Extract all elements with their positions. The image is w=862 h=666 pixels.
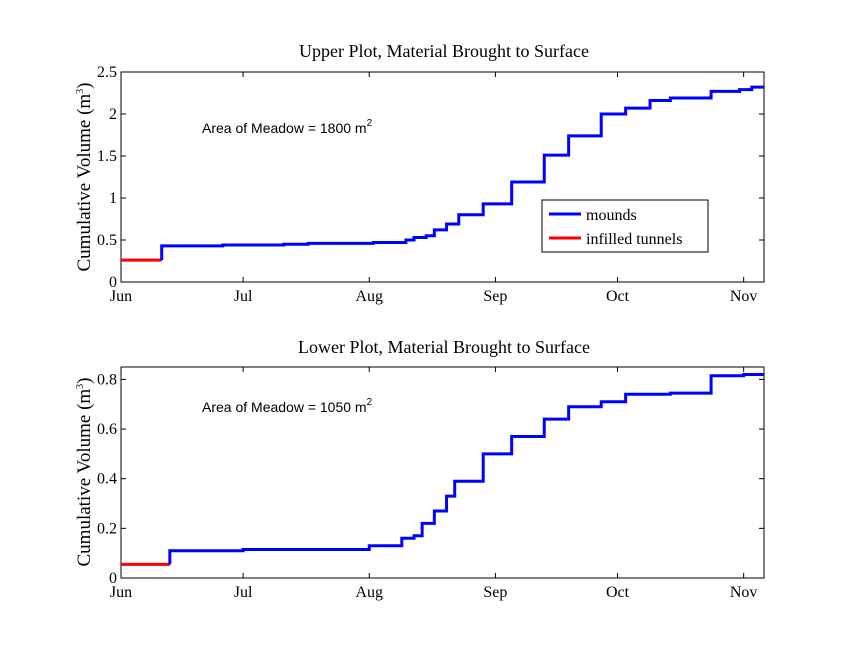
upper-chart-title: Upper Plot, Material Brought to Surface	[299, 41, 589, 61]
upper-ytick-label-5: 2.5	[97, 64, 117, 81]
lower-series-mounds	[168, 372, 764, 565]
upper-ytick-label-3: 1.5	[97, 148, 117, 165]
lower-chart-ylabel: Cumulative Volume (m3)	[74, 377, 95, 566]
upper-series-mounds	[160, 85, 764, 261]
lower-ytick-label-1: 0.2	[97, 520, 117, 537]
lower-chart-annotation: Area of Meadow = 1050 m2	[202, 397, 373, 415]
upper-ytick-label-2: 1	[109, 190, 117, 207]
upper-chart-series	[121, 85, 764, 262]
legend-label-infilled-tunnels: infilled tunnels	[586, 231, 682, 248]
lower-chart-axes-box	[120, 366, 765, 579]
lower-chart-ticks: Jun Jul Aug Sep Oct Nov 0 0.2 0.4 0.6 0.8	[97, 367, 764, 601]
upper-xtick-label-4: Oct	[606, 288, 630, 305]
legend-box	[541, 199, 709, 253]
upper-xtick-label-0: Jun	[110, 288, 132, 305]
lower-chart-title: Lower Plot, Material Brought to Surface	[298, 337, 590, 357]
upper-xtick-label-2: Aug	[355, 288, 383, 305]
lower-xtick-label-2: Aug	[355, 584, 383, 601]
upper-chart-legend: mounds infilled tunnels	[541, 199, 709, 253]
lower-xtick-label-4: Oct	[606, 584, 630, 601]
upper-chart: Upper Plot, Material Brought to Surface …	[74, 41, 765, 305]
lower-xtick-label-0: Jun	[110, 584, 132, 601]
lower-xtick-label-3: Sep	[483, 584, 507, 601]
upper-chart-ylabel: Cumulative Volume (m3)	[74, 82, 95, 271]
upper-xtick-label-3: Sep	[483, 288, 507, 305]
upper-xtick-label-5: Nov	[730, 288, 758, 305]
lower-ytick-label-4: 0.8	[97, 371, 117, 388]
lower-ytick-label-3: 0.6	[97, 421, 117, 438]
upper-ytick-label-4: 2	[109, 106, 117, 123]
upper-chart-annotation: Area of Meadow = 1800 m2	[202, 118, 373, 136]
legend-label-mounds: mounds	[586, 207, 637, 224]
upper-chart-ticks: Jun Jul Aug Sep Oct Nov 0 0.5 1 1.5 2 2.5	[97, 64, 764, 305]
lower-ytick-label-0: 0	[109, 570, 117, 587]
upper-xtick-label-1: Jul	[234, 288, 253, 305]
lower-ytick-label-2: 0.4	[97, 471, 117, 488]
upper-ytick-label-1: 0.5	[97, 232, 117, 249]
lower-xtick-label-5: Nov	[730, 584, 758, 601]
upper-chart-axes-box	[120, 71, 765, 283]
lower-chart-series	[121, 372, 764, 566]
lower-chart: Lower Plot, Material Brought to Surface …	[74, 337, 765, 601]
lower-xtick-label-1: Jul	[234, 584, 253, 601]
upper-ytick-label-0: 0	[109, 274, 117, 291]
